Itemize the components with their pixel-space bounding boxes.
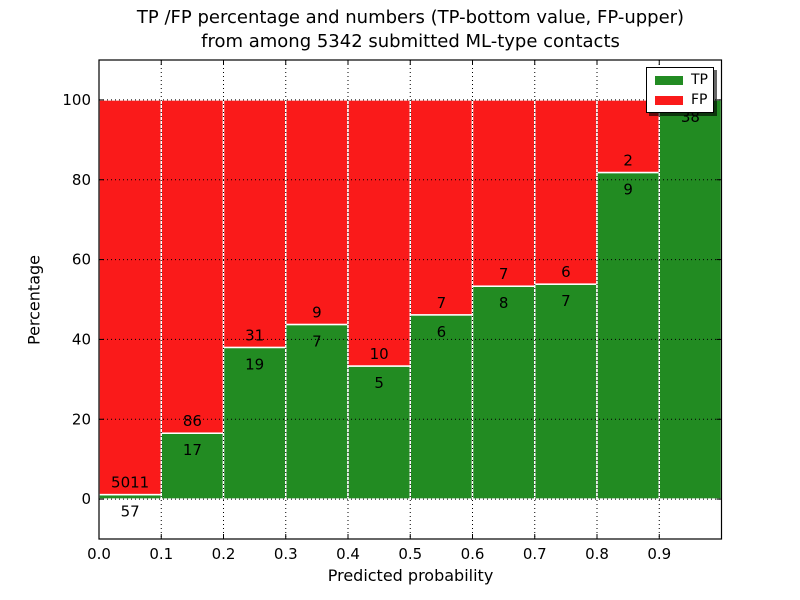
bar-tp-count-label: 9 xyxy=(623,180,633,198)
bar-fp-count-label: 9 xyxy=(312,303,322,321)
legend-label-tp: TP xyxy=(691,72,708,88)
bar-fp-count-label: 5011 xyxy=(111,474,149,492)
x-tick-label: 0.3 xyxy=(274,545,298,563)
bar-tp-segment xyxy=(596,171,660,500)
bar-fp-segment xyxy=(222,99,287,349)
bar-fp-count-label: 6 xyxy=(561,263,571,281)
bar-fp-count-label: 31 xyxy=(245,326,264,344)
chart-title-line2: from among 5342 submitted ML-type contac… xyxy=(201,31,620,52)
legend-label-fp: FP xyxy=(691,92,708,108)
bar-labels-layer: 501157861731199710576786729038 xyxy=(111,79,700,521)
chart-title-line1: TP /FP percentage and numbers (TP-bottom… xyxy=(136,7,685,28)
bar-fp-segment xyxy=(409,99,474,316)
bar-fp-segment xyxy=(471,99,536,287)
chart-title: TP /FP percentage and numbers (TP-bottom… xyxy=(99,6,722,54)
bar-tp-count-label: 17 xyxy=(183,441,202,459)
bar-tp-segment xyxy=(534,283,598,500)
bar-fp-segment xyxy=(285,99,349,326)
bar-fp-count-label: 7 xyxy=(499,265,509,283)
bar-fp-segment xyxy=(160,99,225,434)
x-tick-label: 0.5 xyxy=(398,545,422,563)
x-tick-label: 0.4 xyxy=(336,545,360,563)
y-tick-label: 60 xyxy=(72,251,91,269)
x-tick-label: 0.8 xyxy=(585,545,609,563)
x-tick-label: 0.0 xyxy=(87,545,111,563)
bar-fp-segment xyxy=(98,99,162,496)
y-tick-label: 20 xyxy=(72,410,91,428)
x-axis-label: Predicted probability xyxy=(327,566,494,585)
legend: TP FP xyxy=(646,67,714,113)
bar-tp-segment xyxy=(409,314,474,500)
bar-fp-count-label: 2 xyxy=(623,151,633,169)
x-tick-label: 0.6 xyxy=(461,545,485,563)
x-tick-label: 0.1 xyxy=(149,545,173,563)
bar-fp-segment xyxy=(534,99,598,285)
bar-tp-count-label: 7 xyxy=(312,332,322,350)
bars-layer xyxy=(98,99,723,500)
bar-tp-count-label: 57 xyxy=(121,503,140,521)
x-tick-label: 0.9 xyxy=(647,545,671,563)
bar-tp-count-label: 6 xyxy=(437,323,447,341)
bar-fp-count-label: 7 xyxy=(437,294,447,312)
x-tick-label: 0.7 xyxy=(523,545,547,563)
x-tick-label: 0.2 xyxy=(212,545,236,563)
bar-tp-count-label: 5 xyxy=(374,374,384,392)
legend-entry-tp: TP xyxy=(655,72,708,88)
y-tick-label: 100 xyxy=(62,91,91,109)
legend-entry-fp: FP xyxy=(655,92,708,108)
bar-fp-count-label: 86 xyxy=(183,412,202,430)
bar-tp-segment xyxy=(160,432,225,500)
y-tick-label: 40 xyxy=(72,330,91,348)
y-axis-label: Percentage xyxy=(24,254,44,346)
bar-tp-count-label: 7 xyxy=(561,292,571,310)
axes-layer: 0.0 0.1 0.2 0.3 0.4 0.5 0.6 0.7 0.8 0.9 0 20 40 60 80 1… xyxy=(62,59,723,563)
bar-tp-count-label: 8 xyxy=(499,294,509,312)
bar-tp-segment xyxy=(658,99,723,500)
legend-swatch-fp xyxy=(655,95,683,105)
bar-tp-count-label: 19 xyxy=(245,355,264,373)
bar-fp-segment xyxy=(347,99,411,367)
y-tick-label: 0 xyxy=(81,490,91,508)
bar-tp-segment xyxy=(471,285,536,500)
y-tick-label: 80 xyxy=(72,171,91,189)
bar-fp-count-label: 10 xyxy=(370,345,389,363)
bar-tp-segment xyxy=(285,323,349,500)
legend-swatch-tp xyxy=(655,75,683,85)
